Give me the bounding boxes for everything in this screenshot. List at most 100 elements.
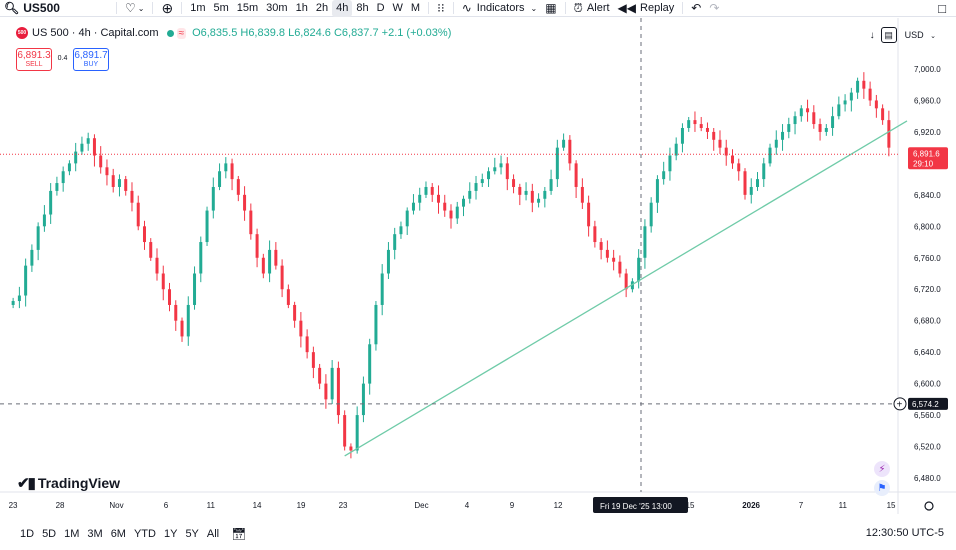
candle-body [887, 120, 891, 148]
candle-body [599, 242, 603, 250]
range-1d[interactable]: 1D [20, 528, 35, 540]
range-1y[interactable]: 1Y [163, 528, 178, 540]
tradingview-logo[interactable]: ✔▮ TradingView [17, 474, 120, 492]
timeframe-8h[interactable]: 8h [356, 2, 369, 14]
time-tick-label: Nov [109, 501, 123, 510]
candle-body [199, 242, 203, 274]
chart-area[interactable]: 7,000.06,960.06,920.06,880.06,840.06,800… [0, 18, 956, 514]
price-chart[interactable]: 7,000.06,960.06,920.06,880.06,840.06,800… [0, 18, 956, 514]
bar-countdown-label: 29:10 [913, 159, 934, 168]
currency-label: USD [904, 30, 924, 40]
timeframe-W[interactable]: W [392, 2, 403, 14]
alert-label: Alert [586, 2, 610, 14]
buy-button[interactable]: 6,891.7 BUY [73, 48, 109, 71]
indicators-label: Indicators [476, 2, 525, 14]
candle-body [687, 120, 691, 128]
candle-body [537, 198, 541, 203]
timeframe-M[interactable]: M [410, 2, 421, 14]
timeframe-list: 1m 5m 15m 30m 1h 2h 4h 8h D W M [186, 0, 424, 17]
range-list: 1D 5D 1M 3M 6M YTD 1Y 5Y All [0, 528, 223, 540]
candle-body [61, 171, 65, 184]
candle-body [768, 147, 772, 164]
timeframe-1h[interactable]: 1h [295, 2, 308, 14]
range-6m[interactable]: 6M [110, 528, 126, 540]
range-ytd[interactable]: YTD [133, 528, 156, 540]
settings-gear-icon[interactable] [924, 501, 934, 511]
candle-body [443, 202, 447, 211]
candle-body [86, 138, 90, 144]
time-tick-label: 4 [465, 501, 470, 510]
timeframe-2h[interactable]: 2h [315, 2, 329, 14]
timeframe-4h[interactable]: 4h [332, 0, 353, 17]
range-all[interactable]: All [206, 528, 220, 540]
divider [682, 2, 684, 14]
object-tree-button[interactable]: ▤ [880, 27, 897, 43]
candle-body [405, 210, 409, 227]
candle-body [255, 234, 259, 258]
sell-button[interactable]: 6,891.3 SELL [16, 48, 52, 71]
candle-body [180, 320, 184, 337]
candle-body [42, 214, 46, 227]
arrow-down-icon[interactable]: ↓ [869, 29, 875, 41]
chart-style-button[interactable]: ♡ ⌄ [121, 0, 148, 17]
indicators-button[interactable]: ∿ Indicators ⌄ [458, 0, 541, 17]
candle-body [49, 190, 53, 215]
add-plus-icon[interactable] [893, 397, 907, 411]
candle-body [612, 257, 616, 262]
clock-timezone[interactable]: 12:30:50 UTC-5 [865, 527, 944, 539]
candle-body [205, 210, 209, 243]
range-5d[interactable]: 5D [42, 528, 57, 540]
candle-body [224, 163, 228, 172]
market-status-dot[interactable] [166, 29, 174, 37]
candle-body [480, 179, 484, 184]
fullscreen-button[interactable]: □ [934, 0, 950, 17]
undo-button[interactable]: ↶ [687, 0, 705, 17]
range-1m[interactable]: 1M [64, 528, 80, 540]
range-3m[interactable]: 3M [87, 528, 103, 540]
lightning-icon[interactable]: ⚡︎ [874, 461, 890, 477]
timeframe-15m[interactable]: 15m [236, 2, 259, 14]
calendar-range-icon[interactable]: 📅︎ [231, 527, 247, 541]
layouts-button[interactable]: ▦ [541, 0, 560, 17]
divider [564, 2, 566, 14]
top-toolbar: 🔍︎ US500 ♡ ⌄ ⊕ 1m 5m 15m 30m 1h 2h 4h 8h D W M ⁝⁝ … [0, 0, 956, 17]
timeframe-D[interactable]: D [376, 2, 385, 14]
bar-style-button[interactable]: ⁝⁝ [433, 0, 449, 17]
candle-body [787, 124, 791, 132]
symbol-search-button[interactable]: 🔍︎ US500 [0, 0, 112, 17]
price-tick-label: 6,600.0 [914, 380, 941, 389]
price-tick-label: 6,520.0 [914, 443, 941, 452]
candle-body [799, 108, 803, 117]
range-5y[interactable]: 5Y [185, 528, 199, 540]
timeframe-30m[interactable]: 30m [266, 2, 288, 14]
timeframe-1m[interactable]: 1m [190, 2, 206, 14]
candle-body [762, 163, 766, 180]
candle-body [831, 116, 835, 128]
series-title[interactable]: US 500 · 4h · Capital.com [32, 27, 159, 39]
window-icon: ▤ [884, 29, 893, 40]
candle-body [474, 183, 478, 191]
trend-line[interactable] [344, 120, 908, 457]
alarm-clock-icon: ⏰︎ [573, 0, 583, 15]
data-wave-icon[interactable]: ≈ [176, 27, 187, 39]
candle-body [24, 265, 28, 296]
candle-body [705, 127, 709, 132]
timeframe-5m[interactable]: 5m [213, 2, 229, 14]
replay-button[interactable]: ◀◀ Replay [614, 0, 679, 17]
candle-body [130, 190, 134, 203]
candle-body [349, 446, 353, 451]
candle-body [299, 320, 303, 337]
candle-body [124, 179, 128, 191]
candle-body [837, 104, 841, 117]
currency-select[interactable]: USD ⌄ [903, 30, 938, 40]
alert-button[interactable]: ⏰︎ Alert [570, 0, 614, 17]
candle-body [236, 179, 240, 195]
divider [181, 2, 183, 14]
redo-button[interactable]: ↷ [705, 0, 723, 17]
candle-body [630, 281, 634, 290]
compare-symbol-button[interactable]: ⊕ [157, 0, 177, 17]
candle-body [436, 194, 440, 203]
candle-body [624, 273, 628, 290]
candle-body [380, 273, 384, 305]
flag-icon[interactable]: ⚑ [874, 480, 890, 496]
